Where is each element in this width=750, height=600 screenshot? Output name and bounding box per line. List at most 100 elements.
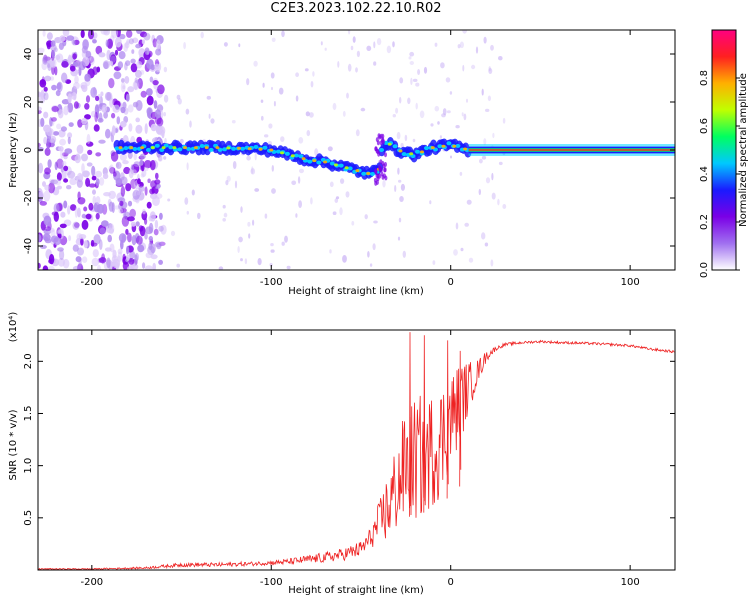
spectrogram-noise-blob [55,54,61,61]
spectrogram-noise-blob [157,84,165,95]
spectrogram-ridge-hotspot [237,146,241,150]
spectrogram-noise-blob [471,64,476,70]
spectrogram-noise-blob [91,165,96,177]
spectrogram-noise-blob [481,155,487,160]
spectrogram-noise-blob [109,164,114,175]
spectrogram-noise-blob [177,98,182,105]
spectrogram-xtick-label: -200 [80,277,103,288]
spectrogram-noise-blob [81,117,88,125]
spectrogram-noise-blob [135,79,142,84]
spectrogram-noise-blob [105,128,111,139]
spectrogram-noise-blob [95,212,100,220]
spectrogram-noise-blob [329,249,332,254]
spectrogram-noise-blob [101,253,105,262]
spectrogram-noise-blob [366,45,372,51]
spectrogram-noise-blob [92,249,99,258]
spectrogram-noise-blob [498,161,503,166]
spectrogram-noise-blob [43,92,49,101]
spectrogram-noise-blob [270,243,274,247]
spectrogram-noise-blob [119,33,126,40]
spectrogram-noise-blob [468,257,474,263]
spectrogram-noise-blob [100,91,104,97]
spectrogram-noise-blob [487,95,491,102]
spectrogram-noise-blob [42,181,46,187]
snr-series-line [38,332,675,570]
chart-title: C2E3.2023.102.22.10.R02 [270,1,442,16]
spectrogram-noise-blob [83,240,88,249]
spectrogram-noise-blob [332,211,337,215]
spectrogram-ridge-core [114,146,120,151]
spectrogram-noise-blob [439,135,442,139]
spectrogram-noise-blob [351,221,355,226]
spectrogram-noise-blob [120,176,128,185]
spectrogram-ridge-hotspot [301,157,306,161]
spectrogram-noise-blob [142,209,146,215]
spectrogram-noise-blob [66,185,72,190]
spectrogram-noise-blob [91,257,100,267]
spectrogram-noise-blob [271,188,276,194]
spectrogram-ridge-core [316,160,322,165]
spectrogram-noise-blob [67,56,73,65]
spectrogram-noise-blob [64,148,73,155]
spectrogram-noise-blob [128,168,134,179]
spectrogram-noise-blob [39,79,47,88]
spectrogram-ridge-core [154,143,160,148]
spectrogram-noise-blob [352,36,356,43]
spectrogram-noise-blob [96,203,105,214]
spectrogram-noise-blob [133,161,141,168]
spectrogram-noise-blob [463,113,467,121]
spectrogram-ridge-core [240,146,246,151]
spectrogram-noise-blob [398,179,402,183]
spectrogram-noise-blob [324,47,327,51]
spectrogram-noise-blob [139,31,148,38]
spectrogram-noise-blob [67,102,74,113]
spectrogram-noise-blob [264,134,269,138]
spectrogram-ridge-core [186,147,192,151]
spectrogram-ridge-core [415,149,420,154]
spectrogram-noise-blob [126,39,130,45]
spectrogram-noise-blob [457,44,461,49]
spectrogram-noise-blob [153,100,158,109]
spectrogram-noise-blob [154,241,163,248]
spectrogram-noise-blob [70,204,77,211]
spectrogram-noise-blob [373,61,377,66]
spectrogram-noise-blob [479,158,483,164]
spectrogram-noise-blob [149,76,154,83]
spectrogram-noise-blob [250,168,256,175]
spectrogram-ridge-hotspot [409,152,414,156]
spectrogram-noise-blob [400,183,405,191]
spectrogram-noise-blob [77,207,81,218]
spectrogram-noise-blob [142,262,146,269]
spectrogram-noise-blob [68,235,72,242]
spectrogram-noise-blob [460,247,464,252]
spectrogram-noise-blob [122,160,129,165]
spectrogram-noise-blob [115,104,120,110]
spectrogram-noise-blob [223,212,228,218]
spectrogram-noise-blob [73,101,79,109]
spectrogram-noise-blob [430,123,434,127]
spectrogram-noise-blob [38,106,43,111]
spectrogram-noise-blob [434,105,440,112]
spectrogram-ridge-spread [383,167,387,173]
spectrogram-ridge-hotspot [204,146,209,150]
spectrogram-noise-blob [104,91,112,101]
spectrogram-noise-blob [392,41,395,48]
spectrogram-noise-blob [39,79,46,85]
spectrogram-noise-blob [38,262,41,269]
spectrogram-noise-blob [488,66,491,72]
colorbar-ticks: 0.0 0.2 0.4 0.6 0.8 [699,70,740,278]
spectrogram-noise-blob [55,90,61,97]
spectrogram-noise-blob [98,52,106,58]
spectrogram-ridge-spread [376,140,380,146]
spectrogram-noise-blob [57,232,62,239]
spectrogram-noise-blob [87,149,93,155]
spectrogram-noise-blob [38,162,44,174]
spectrogram-noise-blob [43,124,51,133]
spectrogram-noise-blob [146,58,154,70]
spectrogram-noise-blob [144,167,149,172]
spectrogram-noise-blob [38,234,42,243]
spectrogram-noise-blob [132,37,139,44]
spectrogram-noise-blob [208,113,211,119]
spectrogram-noise-blob [74,75,79,84]
